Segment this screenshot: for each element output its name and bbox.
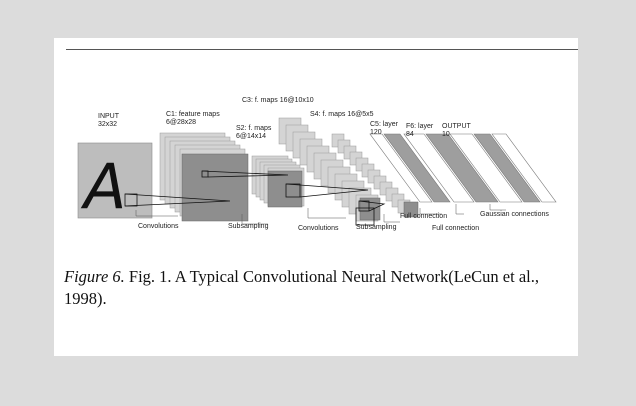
op-subsampling-1: Subsampling [228,223,269,230]
c1-size: 6@28x28 [166,119,196,126]
c5-title: C5: layer [370,121,399,128]
input-size: 32x32 [98,121,117,128]
lenet-architecture-diagram: A [77,97,557,232]
bottom-brackets [135,204,506,225]
caption-text: Fig. 1. A Typical Convolutional Neural N… [64,267,539,308]
figure-card: A [54,38,578,356]
f6-size: 84 [406,131,414,138]
op-full-connection-1: Full connection [400,213,447,220]
s2-title: S2: f. maps [236,125,272,132]
output-title: OUTPUT [442,123,472,130]
output-size: 10 [442,131,450,138]
op-convolutions-1: Convolutions [138,223,179,230]
s2-feature-maps [251,155,305,208]
input-glyph: A [80,150,126,223]
f6-title: F6: layer [406,123,434,130]
full-connection-bars [369,133,557,203]
input-title: INPUT [98,113,120,120]
s2-size: 6@14x14 [236,133,266,140]
caption-label: Figure 6. [64,267,125,286]
op-full-connection-2: Full connection [432,225,479,232]
op-convolutions-2: Convolutions [298,225,339,232]
c3-title: C3: f. maps 16@10x10 [242,97,314,104]
connector-lines [124,170,386,226]
c1-title: C1: feature maps [166,111,220,118]
s4-title: S4: f. maps 16@5x5 [310,111,374,118]
c5-size: 120 [370,129,382,136]
op-subsampling-2: Subsampling [356,224,397,231]
op-gaussian: Gaussian connections [480,211,549,218]
figure-caption: Figure 6. Fig. 1. A Typical Convolutiona… [64,266,572,310]
top-rule [66,49,578,50]
s4-feature-maps [331,133,419,218]
